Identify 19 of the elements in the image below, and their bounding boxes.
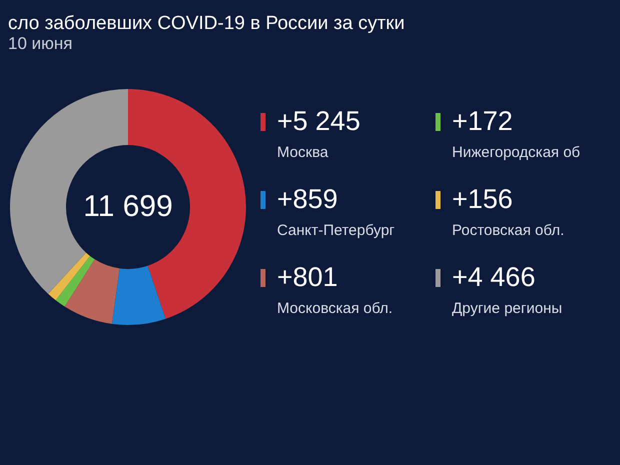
data-label: +5 245 [277,106,360,136]
legend-label: Санкт-Петербург [277,222,396,239]
donut-slice [48,252,90,300]
donut-slice [64,259,120,324]
donut-slice [56,256,95,307]
legend-label: Другие регионы [452,300,562,317]
legend-label: Ростовская обл. [452,222,564,239]
data-label: +4 466 [452,262,536,292]
text: 11 699 [83,190,173,223]
chart-subtitle: 10 июня [8,34,72,53]
legend-label: Московская обл. [277,300,393,317]
data-label: +801 [277,262,338,292]
legend-label: Москва [277,144,329,161]
legend-label: Нижегородская об [452,144,580,161]
data-label: +156 [452,184,513,214]
data-label: +859 [277,184,338,214]
chart-title: сло заболевших COVID-19 в России за сутки [8,13,405,34]
donut-slice [112,266,166,325]
data-label: +172 [452,106,513,136]
